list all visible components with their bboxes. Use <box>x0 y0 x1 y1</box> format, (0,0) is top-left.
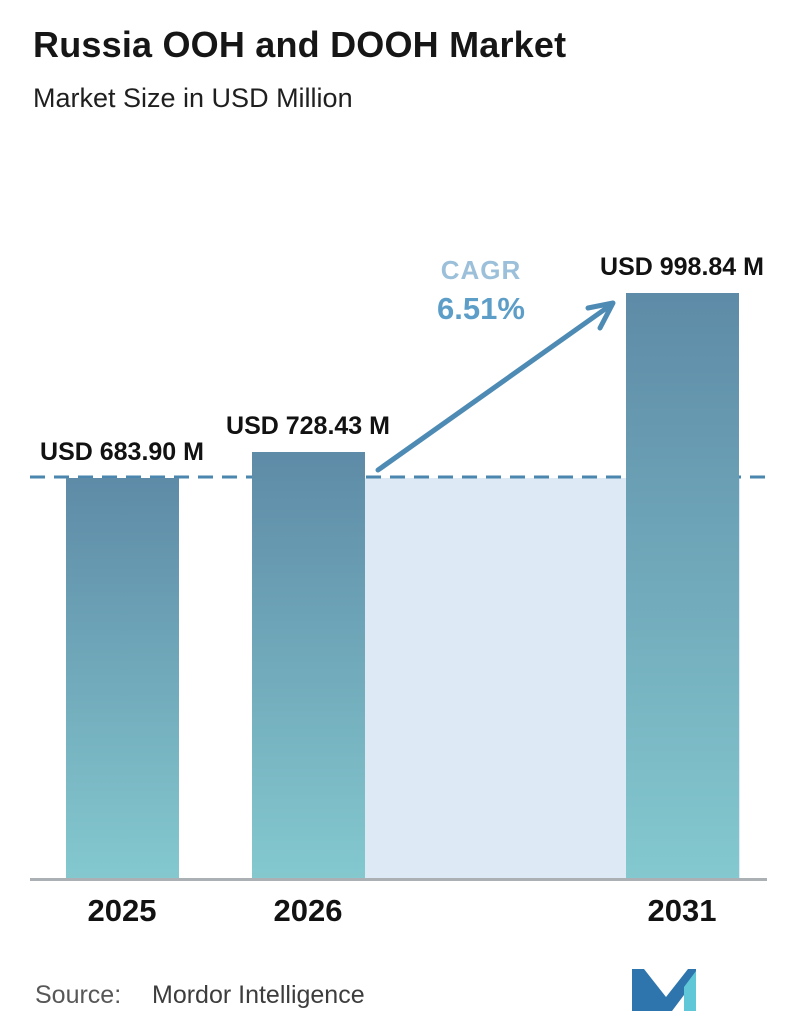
mordor-intelligence-logo <box>632 969 696 1011</box>
cagr-arrow <box>375 300 616 473</box>
cagr-label: CAGR <box>440 255 522 285</box>
value-label-2031: USD 998.84 M <box>600 253 764 281</box>
x-tick-2031: 2031 <box>647 893 717 928</box>
cagr-value: 6.51% <box>437 291 525 326</box>
value-label-2025: USD 683.90 M <box>40 438 204 466</box>
chart-subtitle: Market Size in USD Million <box>33 83 353 113</box>
bar-2026 <box>251 452 365 880</box>
x-axis-line <box>30 878 767 881</box>
source-value: Mordor Intelligence <box>152 981 365 1009</box>
x-tick-2025: 2025 <box>87 893 157 928</box>
value-label-2026: USD 728.43 M <box>226 412 390 440</box>
chart-title: Russia OOH and DOOH Market <box>33 24 567 65</box>
bar-2025 <box>65 478 179 880</box>
cagr-annotation: CAGR 6.51% <box>401 255 561 327</box>
bar-2031 <box>625 293 739 880</box>
source-label: Source: <box>35 981 122 1009</box>
x-tick-2026: 2026 <box>273 893 343 928</box>
